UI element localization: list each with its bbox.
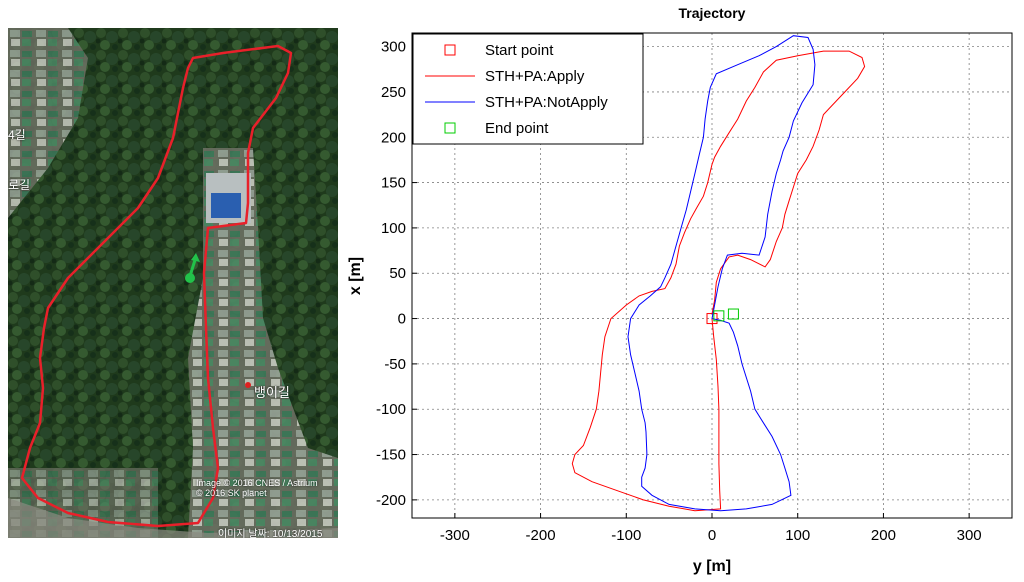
y-axis-label: x [m] — [347, 257, 364, 295]
y-tick-label: 300 — [381, 39, 406, 56]
legend-label: STH+PA:Apply — [485, 68, 585, 85]
arrow-head — [191, 253, 200, 262]
legend-swatch — [444, 44, 456, 56]
legend: Start point STH+PA:Apply STH+PA:NotApply En… — [412, 33, 644, 145]
legend-swatch — [444, 122, 456, 134]
satellite-map: 뱅이길 4길 로길 Image © 2016 CNES / Astrium © … — [8, 28, 338, 538]
legend-label: Start point — [485, 42, 554, 59]
y-tick-label: -200 — [376, 492, 406, 509]
y-axis-ticks: -200 -150 -100 -50 0 50 100 150 200 250 300 — [376, 39, 417, 509]
y-tick-label: 50 — [389, 265, 406, 282]
series-layer — [571, 35, 866, 512]
side-label-2: 로길 — [8, 178, 31, 192]
legend-label: End point — [485, 120, 549, 137]
y-tick-label: 0 — [398, 311, 406, 328]
x-tick-label: -100 — [611, 527, 641, 544]
start-marker — [185, 273, 195, 283]
marker-end-point — [713, 310, 725, 322]
marker-end-point — [727, 308, 739, 320]
map-date: 이미지 날짜: 10/13/2015 — [218, 529, 323, 538]
y-tick-label: 150 — [381, 175, 406, 192]
y-tick-label: 100 — [381, 220, 406, 237]
y-tick-label: 250 — [381, 84, 406, 101]
map-credits: Image © 2016 CNES / Astrium © 2016 SK pl… — [196, 478, 318, 498]
x-tick-label: 0 — [708, 527, 716, 544]
x-axis-label: y [m] — [693, 558, 731, 575]
road-label: 뱅이길 — [254, 385, 290, 400]
y-tick-label: -100 — [376, 401, 406, 418]
legend-label: STH+PA:NotApply — [485, 94, 608, 111]
series-line-sth-pa-apply — [571, 50, 866, 512]
y-tick-label: 200 — [381, 129, 406, 146]
x-tick-label: 300 — [957, 527, 982, 544]
legend-box — [412, 33, 644, 145]
satellite-map-image — [8, 28, 338, 538]
x-tick-label: 100 — [785, 527, 810, 544]
side-label-1: 4길 — [8, 128, 26, 142]
x-tick-label: -300 — [440, 527, 470, 544]
y-tick-label: -50 — [384, 356, 406, 373]
trajectory-chart: Trajectory -300 -200 -100 0 100 200 300 -200 -1… — [347, 5, 1013, 575]
series-line-sth-pa-notapply — [627, 35, 816, 512]
route-path — [20, 44, 293, 528]
y-tick-label: -150 — [376, 447, 406, 464]
x-tick-label: 200 — [871, 527, 896, 544]
x-axis-ticks: -300 -200 -100 0 100 200 300 — [440, 513, 982, 544]
x-tick-label: -200 — [526, 527, 556, 544]
road-pin-icon — [245, 382, 251, 388]
direction-arrow — [188, 259, 197, 277]
chart-title: Trajectory — [679, 5, 746, 21]
